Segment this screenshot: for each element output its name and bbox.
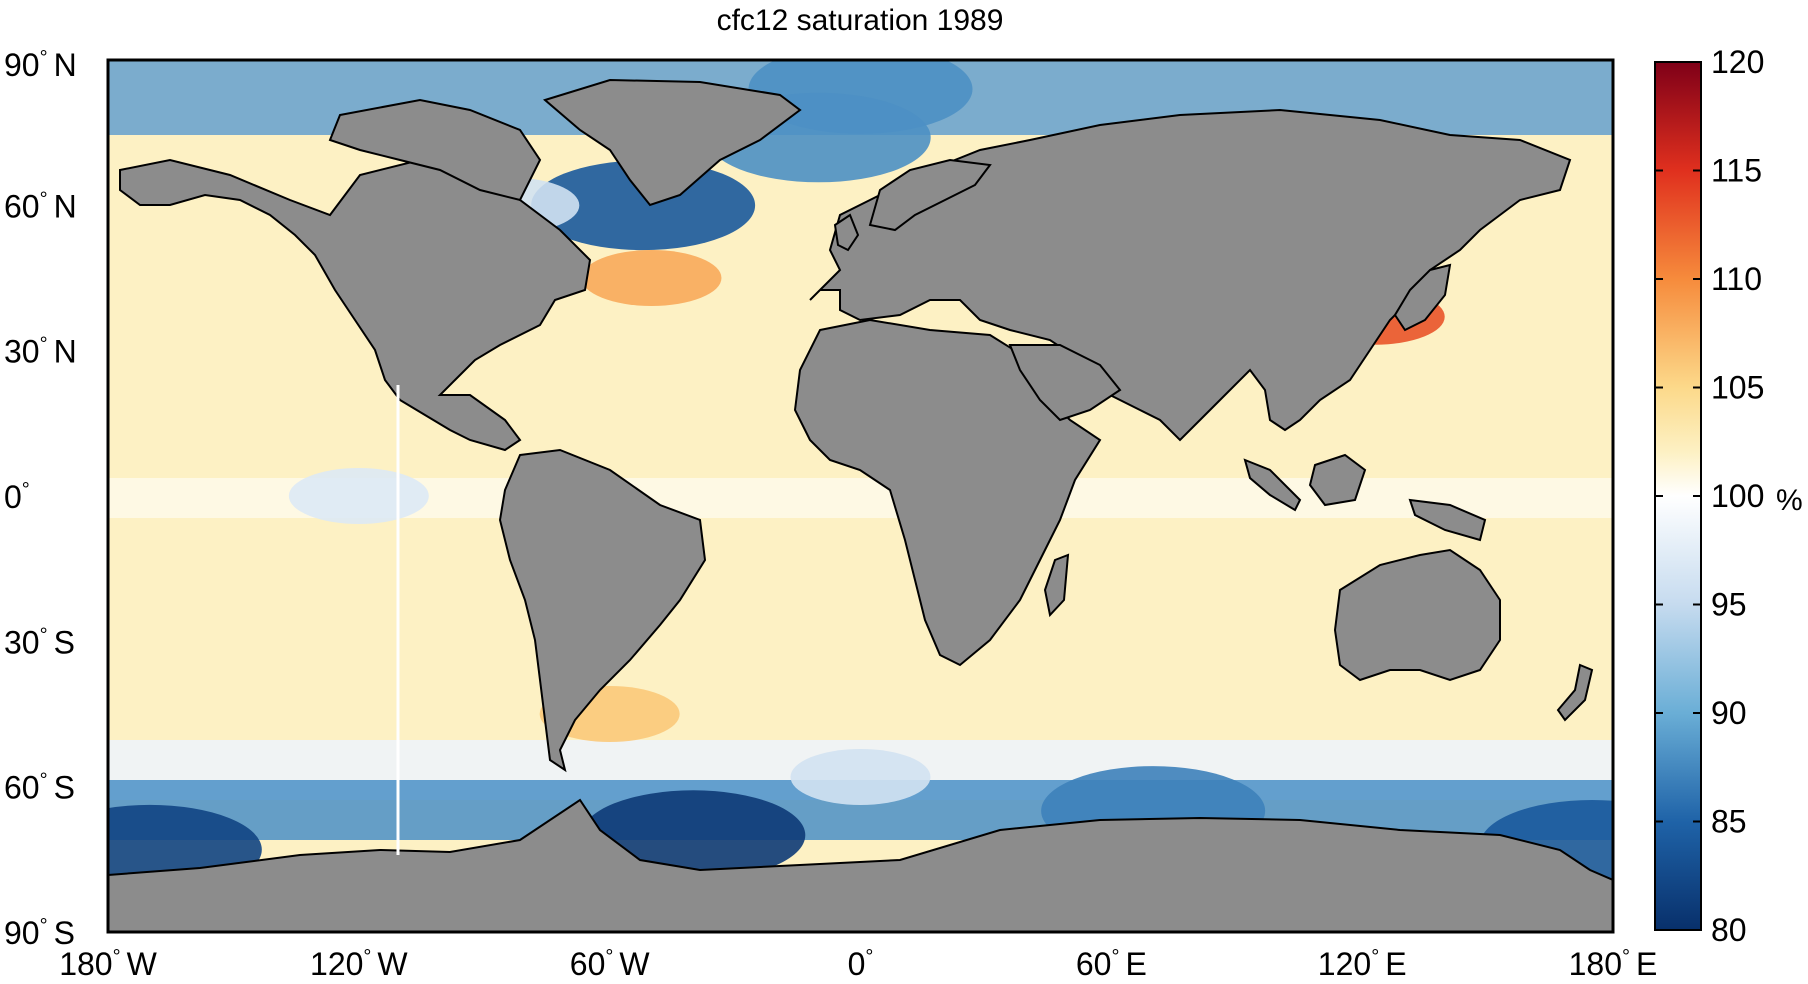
degree-symbol: ° bbox=[1371, 946, 1379, 968]
land-japan bbox=[1393, 263, 1452, 332]
lon-tick-degree: 180 bbox=[59, 946, 112, 982]
lon-tick-label: 120° W bbox=[310, 946, 408, 982]
longitude-axis: 180° W 120° W 60° W 0° 60° E 120° E 180° E bbox=[59, 946, 1657, 982]
degree-symbol: ° bbox=[363, 946, 371, 968]
lat-tick-hemisphere: N bbox=[54, 334, 77, 370]
colorbar-tick-label: 100 bbox=[1711, 478, 1764, 514]
land-madagascar bbox=[1043, 553, 1070, 618]
lon-tick-degree: 0 bbox=[848, 946, 866, 982]
colorbar-ticks: 80 85 90 95 100 105 110 115 120 bbox=[1655, 44, 1764, 948]
lat-tick-label: 60° S bbox=[4, 770, 75, 806]
degree-symbol: ° bbox=[22, 479, 30, 501]
land-antarctica bbox=[108, 798, 1613, 932]
colorbar-tick-label: 95 bbox=[1711, 587, 1747, 623]
colorbar-tick-label: 115 bbox=[1711, 153, 1762, 189]
degree-symbol: ° bbox=[1622, 946, 1630, 968]
map-frame bbox=[106, 58, 1615, 934]
lon-tick-hemisphere: W bbox=[619, 946, 650, 982]
colorbar-tick-label: 120 bbox=[1711, 44, 1764, 80]
lat-tick-label: 30° S bbox=[4, 624, 75, 660]
lat-tick-hemisphere: N bbox=[54, 188, 77, 224]
colorbar-tick-label: 80 bbox=[1711, 912, 1747, 948]
degree-symbol: ° bbox=[605, 946, 613, 968]
lon-tick-hemisphere: E bbox=[1636, 946, 1657, 982]
degree-symbol: ° bbox=[40, 770, 48, 792]
lat-tick-label: 90° S bbox=[4, 915, 75, 951]
ocean-zone-southern-ocean-band bbox=[790, 748, 931, 805]
ocean-zone-labrador-sea bbox=[531, 160, 756, 251]
lon-tick-label: 180° E bbox=[1569, 946, 1658, 982]
lat-tick-label: 0° bbox=[4, 479, 30, 515]
degree-symbol: ° bbox=[40, 188, 48, 210]
lon-tick-hemisphere: E bbox=[1125, 946, 1146, 982]
colorbar-tick-label: 85 bbox=[1711, 804, 1747, 840]
lon-tick-label: 60° E bbox=[1076, 946, 1147, 982]
lat-tick-degree: 60 bbox=[4, 770, 40, 806]
lon-tick-label: 0° bbox=[848, 946, 874, 982]
map-plot-area bbox=[106, 58, 1615, 934]
land-masses bbox=[108, 78, 1613, 932]
lat-tick-label: 30° N bbox=[4, 334, 77, 370]
lat-tick-degree: 30 bbox=[4, 624, 40, 660]
lon-tick-degree: 120 bbox=[1318, 946, 1371, 982]
lat-tick-degree: 0 bbox=[4, 479, 22, 515]
land-sumatra bbox=[1243, 458, 1302, 512]
colorbar-tick-label: 110 bbox=[1711, 261, 1762, 297]
latitude-axis: 90° N60° N30° N0°30° S60° S90° S bbox=[4, 47, 77, 951]
lat-tick-degree: 30 bbox=[4, 334, 40, 370]
lon-tick-hemisphere: E bbox=[1385, 946, 1406, 982]
degree-symbol: ° bbox=[113, 946, 121, 968]
ocean-zone-equatorial-pacific bbox=[288, 468, 429, 524]
lat-tick-hemisphere: S bbox=[54, 915, 75, 951]
lon-tick-degree: 120 bbox=[310, 946, 363, 982]
land-south-america bbox=[498, 448, 707, 773]
chart-title: cfc12 saturation 1989 bbox=[717, 4, 1004, 37]
lat-tick-degree: 60 bbox=[4, 188, 40, 224]
colorbar-tick-label: 90 bbox=[1711, 695, 1747, 731]
lon-tick-label: 180° W bbox=[59, 946, 157, 982]
colorbar-tick-label: 105 bbox=[1711, 370, 1764, 406]
degree-symbol: ° bbox=[1111, 946, 1119, 968]
lat-tick-degree: 90 bbox=[4, 915, 40, 951]
land-canadian-archipelago bbox=[328, 98, 542, 202]
land-borneo bbox=[1308, 453, 1367, 507]
degree-symbol: ° bbox=[40, 47, 48, 69]
lat-tick-hemisphere: N bbox=[54, 47, 77, 83]
land-arabia bbox=[1008, 344, 1122, 422]
degree-symbol: ° bbox=[40, 334, 48, 356]
lat-tick-label: 90° N bbox=[4, 47, 77, 83]
colorbar: 80 85 90 95 100 105 110 115 120 % bbox=[1654, 44, 1803, 948]
land-australia bbox=[1333, 548, 1501, 682]
land-new-zealand bbox=[1556, 663, 1594, 722]
lat-tick-degree: 90 bbox=[4, 47, 40, 83]
degree-symbol: ° bbox=[40, 915, 48, 937]
lon-tick-degree: 180 bbox=[1569, 946, 1622, 982]
land-greenland bbox=[542, 78, 802, 207]
degree-symbol: ° bbox=[865, 946, 873, 968]
lon-tick-label: 60° W bbox=[570, 946, 651, 982]
land-eurasia bbox=[809, 108, 1572, 442]
lon-tick-degree: 60 bbox=[570, 946, 606, 982]
lon-tick-hemisphere: W bbox=[377, 946, 408, 982]
lon-tick-hemisphere: W bbox=[127, 946, 158, 982]
lat-tick-hemisphere: S bbox=[54, 770, 75, 806]
colorbar-unit-label: % bbox=[1776, 484, 1803, 517]
land-new-guinea bbox=[1408, 498, 1487, 542]
ocean-zone-gulf-stream-north bbox=[581, 250, 722, 306]
degree-symbol: ° bbox=[40, 624, 48, 646]
lat-tick-label: 60° N bbox=[4, 188, 77, 224]
lat-tick-hemisphere: S bbox=[54, 624, 75, 660]
lon-tick-label: 120° E bbox=[1318, 946, 1407, 982]
lon-tick-degree: 60 bbox=[1076, 946, 1112, 982]
land-scandinavia bbox=[868, 158, 992, 232]
land-british-isles bbox=[833, 213, 860, 252]
